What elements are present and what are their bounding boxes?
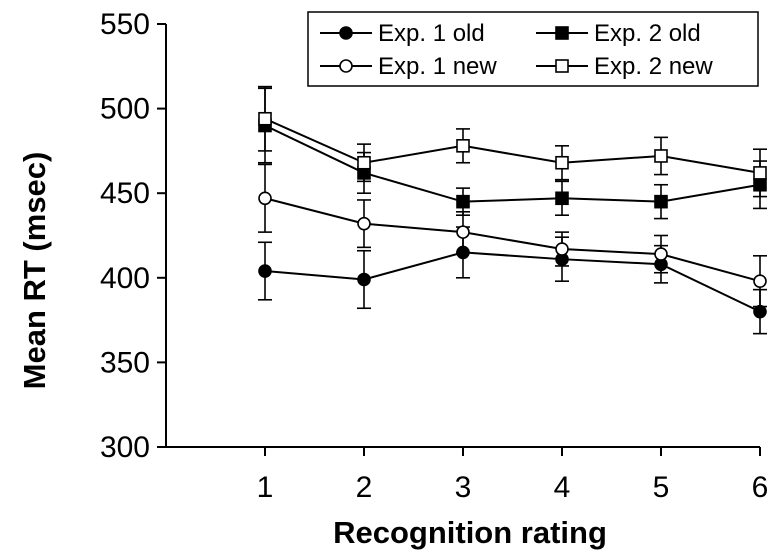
y-tick-label: 350: [100, 346, 150, 379]
series-line: [264, 251, 761, 313]
x-tick-label: 4: [554, 471, 571, 504]
y-tick-label: 300: [100, 431, 150, 464]
data-point: [753, 274, 767, 288]
data-point: [555, 242, 569, 256]
series-line: [264, 197, 761, 283]
legend-box: [307, 11, 759, 87]
data-point: [258, 191, 272, 206]
series-exp-1-old: [258, 226, 767, 335]
x-tick-label: 1: [257, 471, 274, 504]
legend-marker: [339, 26, 353, 40]
x-tick-label: 6: [752, 471, 769, 504]
data-point: [357, 155, 371, 170]
data-point: [357, 272, 371, 287]
data-point: [456, 225, 470, 239]
legend-item: Exp. 1 old: [320, 20, 485, 47]
series-line: [264, 117, 761, 174]
data-point: [357, 216, 371, 231]
legend-label: Exp. 2 old: [594, 20, 701, 47]
y-tick-label: 400: [100, 262, 150, 295]
data-point: [456, 139, 470, 153]
x-tick-label: 2: [356, 471, 373, 504]
data-point: [456, 194, 470, 209]
legend-label: Exp. 1 old: [378, 20, 485, 47]
series-line: [264, 124, 761, 203]
data-point: [654, 247, 668, 261]
legend-label: Exp. 2 new: [594, 53, 713, 80]
legend: Exp. 1 old Exp. 2 old Exp. 1 new Exp. 2 new: [307, 11, 759, 87]
series-exp-2-new: [258, 85, 767, 198]
data-point: [654, 194, 668, 209]
y-axis-title: Mean RT (msec): [17, 152, 52, 390]
x-tick-label: 3: [455, 471, 472, 504]
y-tick-label: 550: [100, 8, 150, 41]
data-point: [258, 264, 272, 278]
data-point: [654, 149, 668, 163]
legend-marker: [555, 59, 569, 73]
x-tick-label: 5: [653, 471, 670, 504]
axes: 300 350 400 450 500 550 1 2 3 4 5 6: [100, 8, 768, 504]
data-point: [753, 166, 767, 180]
y-tick-label: 450: [100, 177, 150, 210]
data-point: [258, 111, 272, 126]
legend-label: Exp. 1 new: [378, 53, 497, 80]
legend-marker: [555, 26, 569, 40]
x-axis-title: Recognition rating: [333, 515, 607, 550]
legend-item: Exp. 2 old: [536, 20, 701, 47]
data-point: [753, 304, 767, 319]
legend-item: Exp. 1 new: [320, 53, 497, 80]
series-exp-1-new: [258, 163, 767, 308]
y-tick-label: 500: [100, 93, 150, 126]
legend-marker: [339, 59, 353, 73]
data-point: [555, 191, 569, 206]
legend-item: Exp. 2 new: [536, 53, 713, 80]
data-point: [555, 155, 569, 170]
series-layer: [258, 85, 767, 335]
